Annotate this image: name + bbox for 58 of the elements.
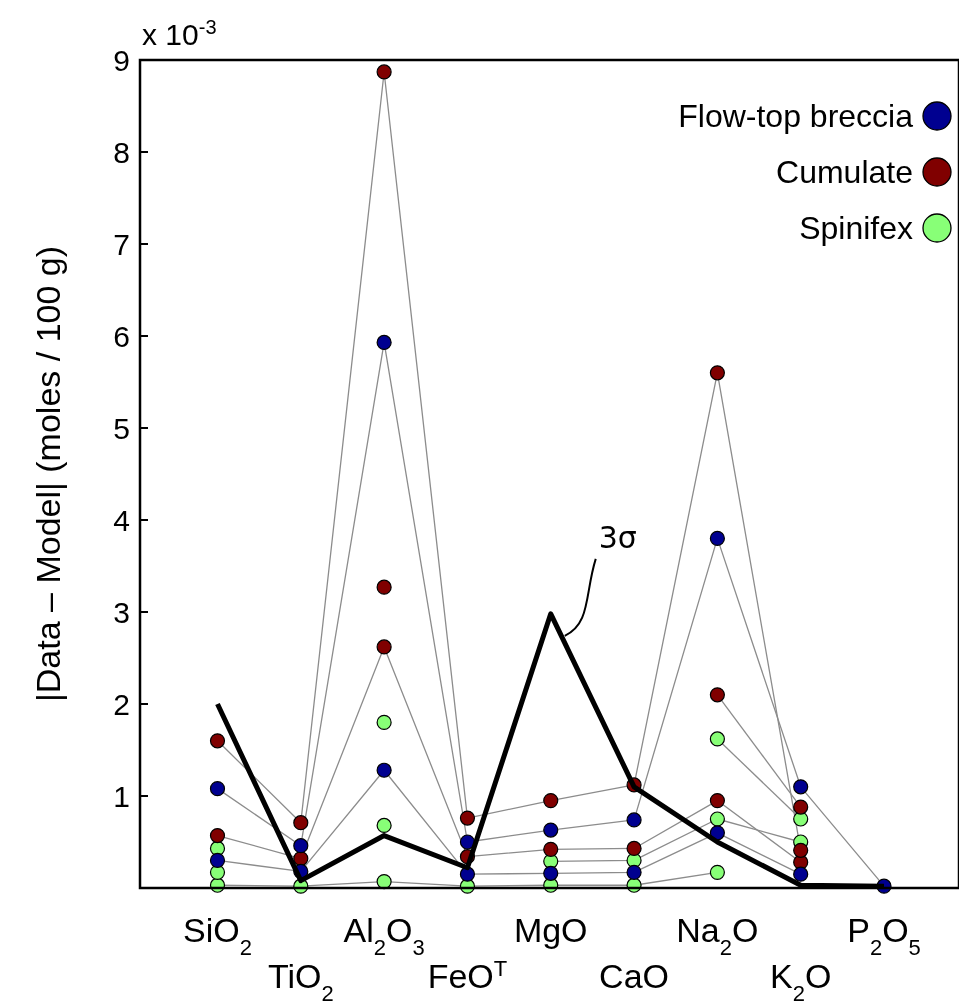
x-tick-label: Na$_{2}$O bbox=[676, 911, 759, 960]
point bbox=[793, 866, 809, 882]
point bbox=[709, 365, 725, 381]
point bbox=[793, 799, 809, 815]
y-tick-label: 3 bbox=[113, 595, 130, 629]
point bbox=[543, 841, 559, 857]
point bbox=[709, 687, 725, 703]
point bbox=[209, 733, 226, 749]
point bbox=[293, 815, 309, 831]
x-tick-label: TiO$_{2}$ bbox=[267, 957, 334, 1003]
y-tick-label: 5 bbox=[113, 411, 130, 445]
point bbox=[376, 64, 392, 80]
point bbox=[543, 822, 559, 838]
point bbox=[709, 811, 725, 827]
point bbox=[376, 714, 392, 730]
point bbox=[209, 852, 226, 868]
legend-label: Spinifex bbox=[799, 210, 913, 247]
point bbox=[709, 864, 725, 880]
point bbox=[793, 842, 809, 858]
point bbox=[376, 579, 392, 595]
point bbox=[209, 781, 226, 797]
point bbox=[709, 793, 725, 809]
y-tick-label: 4 bbox=[113, 503, 130, 537]
x-tick-label: K$_{2}$O bbox=[770, 957, 832, 1003]
y-tick-label: 7 bbox=[113, 227, 130, 261]
y-axis-title: |Data – Model| (moles / 100 g) bbox=[29, 245, 67, 703]
point bbox=[543, 793, 559, 809]
y-tick-label: 9 bbox=[113, 43, 130, 77]
text: 3σ bbox=[598, 519, 637, 555]
legend-label: Flow-top breccia bbox=[678, 98, 914, 135]
point bbox=[376, 762, 392, 778]
point bbox=[709, 530, 725, 546]
point bbox=[459, 810, 476, 826]
point bbox=[709, 731, 725, 747]
point bbox=[793, 779, 809, 795]
point bbox=[459, 834, 476, 850]
x-tick-label: Al$_{2}$O$_{3}$ bbox=[343, 911, 425, 960]
y-tick-label: 2 bbox=[113, 687, 130, 721]
legend-label: Cumulate bbox=[776, 154, 913, 191]
point bbox=[626, 812, 642, 828]
x-tick-label: P$_{2}$O$_{5}$ bbox=[847, 911, 921, 960]
point bbox=[376, 334, 392, 351]
y-tick-label: 8 bbox=[113, 135, 130, 169]
x-tick-label: CaO bbox=[599, 957, 670, 995]
point bbox=[209, 827, 226, 844]
point bbox=[376, 873, 392, 890]
y-tick-label: 1 bbox=[113, 779, 130, 813]
x-tick-label: FeO$^{T}$ bbox=[427, 955, 508, 995]
x-tick-label: SiO$_{2}$ bbox=[183, 911, 252, 960]
text: x 10$^{-3}$ bbox=[142, 16, 217, 51]
point bbox=[293, 838, 309, 854]
y-tick-label: 6 bbox=[113, 319, 130, 353]
point bbox=[376, 639, 392, 655]
x-tick-label: MgO bbox=[513, 911, 588, 949]
point bbox=[376, 817, 392, 834]
point bbox=[543, 865, 559, 881]
point bbox=[626, 840, 642, 857]
point bbox=[626, 864, 642, 880]
